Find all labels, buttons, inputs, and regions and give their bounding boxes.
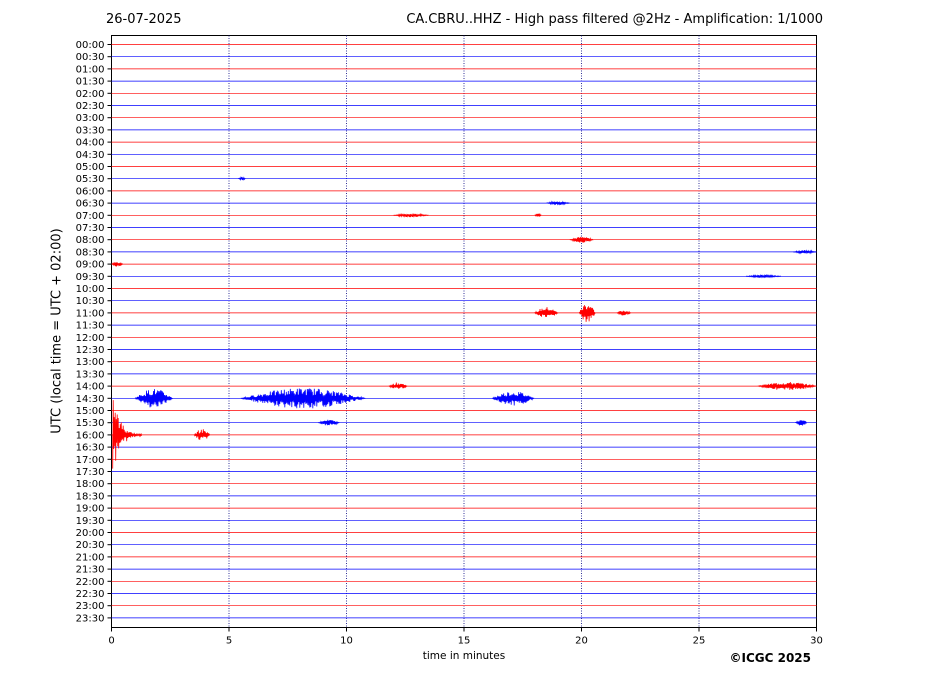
y-tick-label: 10:30: [76, 296, 105, 307]
seismic-event: [757, 381, 817, 390]
seismic-event: [134, 389, 173, 408]
x-axis-label: time in minutes: [422, 650, 506, 662]
seismic-event: [546, 200, 570, 206]
x-tick-label: 30: [810, 636, 823, 647]
date-label: 26-07-2025: [106, 12, 182, 27]
y-tick-label: 23:00: [76, 601, 105, 612]
y-tick-label: 21:30: [76, 565, 105, 576]
x-tick-label: 25: [693, 636, 706, 647]
y-tick-label: 05:00: [76, 162, 105, 173]
y-tick-label: 12:30: [76, 345, 105, 356]
y-tick-label: 21:00: [76, 552, 105, 563]
y-tick-label: 13:00: [76, 357, 105, 368]
y-tick-label: 02:30: [76, 101, 105, 112]
y-tick-label: 07:30: [76, 223, 105, 234]
y-tick-label: 22:30: [76, 589, 105, 600]
y-tick-label: 16:00: [76, 430, 105, 441]
y-tick-label: 01:30: [76, 77, 105, 88]
seismic-event: [578, 305, 596, 322]
y-tick-label: 20:00: [76, 528, 105, 539]
y-tick-label: 03:00: [76, 113, 105, 124]
x-tick-label: 0: [108, 636, 114, 647]
y-tick-label: 10:00: [76, 284, 105, 295]
y-axis-label: UTC (local time = UTC + 02:00): [49, 228, 65, 434]
y-tick-label: 08:00: [76, 235, 105, 246]
y-tick-label: 17:00: [76, 455, 105, 466]
y-tick-label: 09:00: [76, 260, 105, 271]
y-tick-label: 18:30: [76, 491, 105, 502]
y-tick-label: 16:30: [76, 443, 105, 454]
y-tick-label: 11:00: [76, 308, 105, 319]
y-tick-label: 22:00: [76, 577, 105, 588]
y-tick-label: 12:00: [76, 333, 105, 344]
y-tick-label: 06:00: [76, 186, 105, 197]
seismic-event: [616, 310, 632, 316]
y-tick-label: 03:30: [76, 125, 105, 136]
y-tick-label: 14:30: [76, 394, 105, 405]
seismic-event: [238, 176, 246, 181]
x-tick-label: 15: [458, 636, 471, 647]
y-tick-label: 20:30: [76, 540, 105, 551]
copyright-label: ©ICGC 2025: [729, 651, 811, 665]
y-tick-label: 19:00: [76, 504, 105, 515]
y-tick-label: 00:00: [76, 40, 105, 51]
seismic-event: [318, 419, 340, 426]
y-tick-label: 18:00: [76, 479, 105, 490]
y-tick-label: 13:30: [76, 369, 105, 380]
y-tick-label: 02:00: [76, 89, 105, 100]
x-tick-label: 20: [575, 636, 588, 647]
seismic-event: [792, 249, 817, 255]
y-tick-label: 15:00: [76, 406, 105, 417]
y-tick-label: 01:00: [76, 64, 105, 75]
y-tick-label: 05:30: [76, 174, 105, 185]
seismic-event: [745, 273, 782, 279]
seismic-event: [534, 307, 559, 318]
y-tick-label: 17:30: [76, 467, 105, 478]
y-tick-label: 09:30: [76, 272, 105, 283]
y-tick-label: 07:00: [76, 211, 105, 222]
y-tick-label: 23:30: [76, 613, 105, 624]
y-tick-label: 04:30: [76, 150, 105, 161]
y-tick-label: 19:30: [76, 516, 105, 527]
seismic-event: [388, 382, 408, 389]
seismic-event: [569, 236, 594, 243]
y-tick-label: 04:00: [76, 138, 105, 149]
chart-title: CA.CBRU..HHZ - High pass filtered @2Hz -…: [406, 12, 823, 27]
y-tick-label: 14:00: [76, 382, 105, 393]
seismic-event: [492, 392, 535, 406]
seismic-event: [240, 388, 366, 409]
y-tick-label: 08:30: [76, 247, 105, 258]
seismic-event: [112, 400, 143, 469]
seismic-event: [111, 261, 124, 267]
seismic-event: [193, 429, 211, 440]
y-tick-label: 00:30: [76, 52, 105, 63]
x-tick-label: 5: [226, 636, 232, 647]
seismic-event: [795, 420, 808, 426]
y-tick-label: 15:30: [76, 418, 105, 429]
x-tick-label: 10: [340, 636, 353, 647]
seismic-event: [534, 213, 542, 217]
seismic-event: [393, 212, 429, 218]
y-tick-label: 11:30: [76, 321, 105, 332]
y-tick-label: 06:30: [76, 199, 105, 210]
